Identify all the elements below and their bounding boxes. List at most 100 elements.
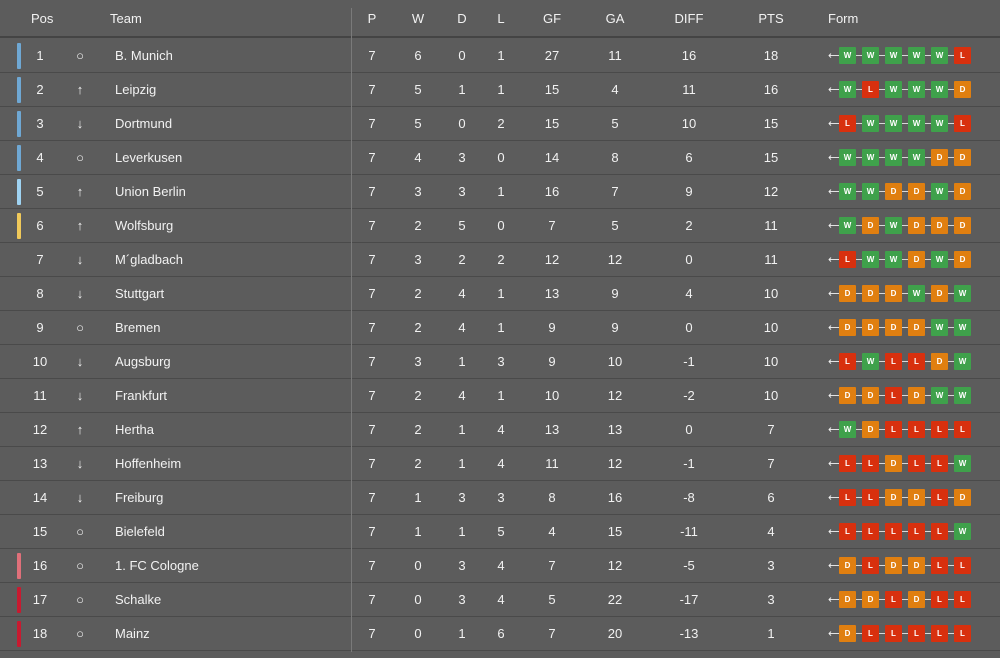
form-badge: D — [954, 251, 971, 268]
table-row[interactable]: 12 ↑ Hertha 7 2 1 4 13 13 0 7 ⟵ W D L L L L — [0, 413, 1000, 447]
arrow-left-icon: ⟵ — [828, 288, 844, 300]
table-row[interactable]: 6 ↑ Wolfsburg 7 2 5 0 7 5 2 11 ⟵ W D W D D D — [0, 209, 1000, 243]
table-row[interactable]: 7 ↓ M´gladbach 7 3 2 2 12 12 0 11 ⟵ L W W D W D — [0, 243, 1000, 277]
form-connector — [925, 429, 931, 430]
arrow-down-icon: ↓ — [76, 456, 84, 471]
header-team: Team — [110, 10, 142, 26]
table-row[interactable]: 4 ○ Leverkusen 7 4 3 0 14 8 6 15 ⟵ W W W W D D — [0, 141, 1000, 175]
points-cell: 1 — [767, 626, 775, 641]
drawn-cell: 3 — [458, 490, 466, 505]
form-badge: W — [862, 149, 879, 166]
team-name[interactable]: Freiburg — [115, 490, 164, 505]
form-badge: D — [862, 285, 879, 302]
form-connector — [879, 361, 885, 362]
table-row[interactable]: 1 ○ B. Munich 7 6 0 1 27 11 16 18 ⟵ W W W W W L — [0, 39, 1000, 73]
form-badge: D — [908, 591, 925, 608]
team-name[interactable]: Hertha — [115, 422, 155, 437]
table-row[interactable]: 18 ○ Mainz 7 0 1 6 7 20 -13 1 ⟵ D L L L L L — [0, 617, 1000, 651]
team-name[interactable]: Augsburg — [115, 354, 171, 369]
drawn-cell: 5 — [458, 218, 466, 233]
form-badge: L — [885, 625, 902, 642]
team-name[interactable]: Dortmund — [115, 116, 173, 131]
form-connector — [902, 395, 908, 396]
form-badge: W — [839, 47, 856, 64]
team-name[interactable]: Mainz — [115, 626, 150, 641]
played-cell: 7 — [368, 286, 376, 301]
form-connector — [925, 191, 931, 192]
form-badge: L — [954, 421, 971, 438]
team-name[interactable]: Leverkusen — [115, 150, 183, 165]
drawn-cell: 1 — [458, 524, 466, 539]
position-cell: 18 — [32, 626, 48, 641]
form-badge: W — [885, 47, 902, 64]
drawn-cell: 4 — [458, 286, 466, 301]
position-cell: 8 — [36, 286, 44, 301]
header-lost: L — [497, 10, 505, 26]
goals-against-cell: 13 — [607, 422, 623, 437]
team-name[interactable]: Hoffenheim — [115, 456, 182, 471]
played-cell: 7 — [368, 354, 376, 369]
form-connector — [902, 191, 908, 192]
form-connector — [902, 599, 908, 600]
drawn-cell: 1 — [458, 422, 466, 437]
form-badge: W — [885, 149, 902, 166]
table-row[interactable]: 16 ○ 1. FC Cologne 7 0 3 4 7 12 -5 3 ⟵ D L D D L L — [0, 549, 1000, 583]
form-badge: W — [908, 285, 925, 302]
team-name[interactable]: Stuttgart — [115, 286, 165, 301]
circle-icon: ○ — [76, 592, 84, 607]
drawn-cell: 3 — [458, 184, 466, 199]
table-row[interactable]: 9 ○ Bremen 7 2 4 1 9 9 0 10 ⟵ D D D D W W — [0, 311, 1000, 345]
form-badge: D — [839, 557, 856, 574]
table-row[interactable]: 17 ○ Schalke 7 0 3 4 5 22 -17 3 ⟵ D D L D L L — [0, 583, 1000, 617]
team-name[interactable]: Schalke — [115, 592, 162, 607]
form-connector — [948, 123, 954, 124]
team-name[interactable]: Leipzig — [115, 82, 157, 97]
table-row[interactable]: 10 ↓ Augsburg 7 3 1 3 9 10 -1 10 ⟵ L W L L D W — [0, 345, 1000, 379]
form-badge: D — [908, 319, 925, 336]
team-name[interactable]: Bremen — [115, 320, 161, 335]
form-badge: D — [862, 591, 879, 608]
team-name[interactable]: Union Berlin — [115, 184, 186, 199]
won-cell: 2 — [414, 456, 422, 471]
form-connector — [856, 565, 862, 566]
form-badge: L — [839, 115, 856, 132]
form-badge: D — [931, 353, 948, 370]
zone-indicator — [17, 179, 21, 205]
table-row[interactable]: 13 ↓ Hoffenheim 7 2 1 4 11 12 -1 7 ⟵ L L D L L W — [0, 447, 1000, 481]
form-badge: L — [885, 387, 902, 404]
team-name[interactable]: Bielefeld — [115, 524, 165, 539]
form-badge: D — [839, 319, 856, 336]
team-name[interactable]: M´gladbach — [115, 252, 183, 267]
played-cell: 7 — [368, 82, 376, 97]
team-name[interactable]: B. Munich — [115, 48, 173, 63]
form-badge: W — [839, 81, 856, 98]
won-cell: 3 — [414, 184, 422, 199]
table-row[interactable]: 15 ○ Bielefeld 7 1 1 5 4 15 -11 4 ⟵ L L L L L W — [0, 515, 1000, 549]
points-cell: 3 — [767, 592, 775, 607]
form-connector — [879, 123, 885, 124]
team-name[interactable]: Frankfurt — [115, 388, 168, 403]
goals-for-cell: 8 — [548, 490, 556, 505]
lost-cell: 4 — [497, 456, 505, 471]
team-name[interactable]: Wolfsburg — [115, 218, 174, 233]
form-badge: W — [862, 183, 879, 200]
form-badge: L — [839, 523, 856, 540]
table-row[interactable]: 2 ↑ Leipzig 7 5 1 1 15 4 11 16 ⟵ W L W W W D — [0, 73, 1000, 107]
form-connector — [902, 531, 908, 532]
table-row[interactable]: 5 ↑ Union Berlin 7 3 3 1 16 7 9 12 ⟵ W W D D W D — [0, 175, 1000, 209]
team-name[interactable]: 1. FC Cologne — [115, 558, 199, 573]
points-cell: 12 — [763, 184, 779, 199]
table-row[interactable]: 3 ↓ Dortmund 7 5 0 2 15 5 10 15 ⟵ L W W W W L — [0, 107, 1000, 141]
form-connector — [948, 157, 954, 158]
form-guide: ⟵ L W W D W D — [828, 243, 971, 276]
form-connector — [948, 633, 954, 634]
table-row[interactable]: 14 ↓ Freiburg 7 1 3 3 8 16 -8 6 ⟵ L L D D L D — [0, 481, 1000, 515]
form-badge: W — [908, 149, 925, 166]
table-row[interactable]: 8 ↓ Stuttgart 7 2 4 1 13 9 4 10 ⟵ D D D W D W — [0, 277, 1000, 311]
table-row[interactable]: 11 ↓ Frankfurt 7 2 4 1 10 12 -2 10 ⟵ D D L D W W — [0, 379, 1000, 413]
form-badge: D — [908, 387, 925, 404]
lost-cell: 4 — [497, 422, 505, 437]
goal-diff-cell: -1 — [683, 354, 695, 369]
points-cell: 6 — [767, 490, 775, 505]
circle-icon: ○ — [76, 48, 84, 63]
